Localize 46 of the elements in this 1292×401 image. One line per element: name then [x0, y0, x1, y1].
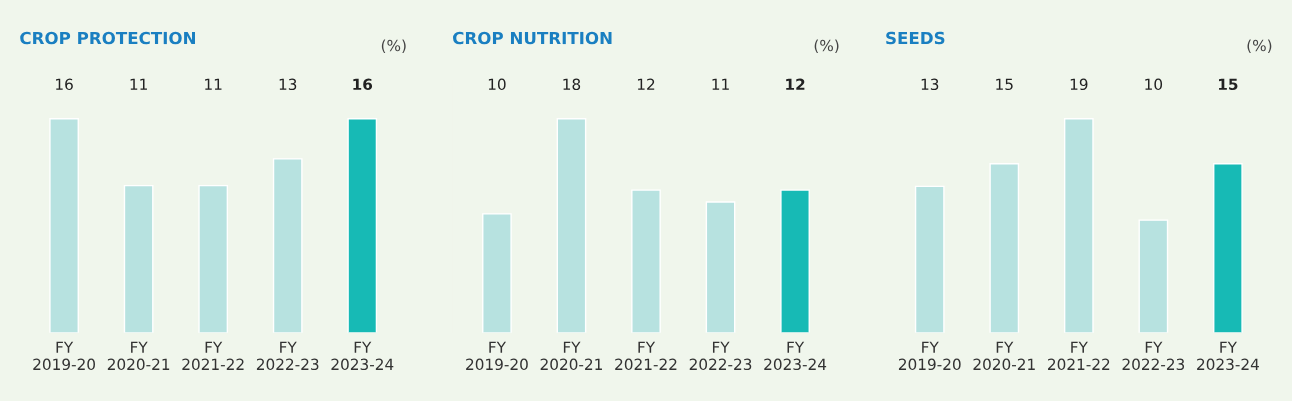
data-label: 19	[1070, 78, 1088, 91]
bar	[780, 189, 810, 333]
chart-title: CROP PROTECTION	[20, 31, 195, 45]
x-tick-label: FY 2020-21	[973, 341, 1035, 371]
x-tick-label: FY 2020-21	[540, 341, 602, 371]
data-label: 15	[996, 78, 1013, 91]
bar	[989, 163, 1020, 333]
data-label: 13	[279, 78, 297, 91]
x-tick-label: FY 2020-21	[107, 341, 170, 371]
x-tick-label: FY 2019-20	[466, 341, 528, 371]
text: (%)	[814, 39, 839, 54]
bar	[1138, 219, 1169, 333]
bar	[1213, 163, 1243, 333]
x-tick-label: FY 2019-20	[33, 341, 96, 371]
x-tick-label: FY 2022-23	[1122, 341, 1185, 371]
x-tick-label: FY 2023-24	[1197, 341, 1259, 371]
data-label: 18	[563, 78, 581, 91]
x-tick-label: FY 2023-24	[331, 341, 394, 371]
data-label: 12	[637, 78, 655, 90]
data-label: 13	[921, 78, 939, 91]
data-label: 11	[712, 78, 729, 90]
chart-title: CROP NUTRITION	[453, 31, 612, 45]
data-label: 10	[1145, 78, 1163, 91]
x-tick-label: FY 2021-22	[182, 341, 244, 371]
data-label: 16	[56, 78, 73, 91]
bar	[914, 185, 945, 333]
bar	[705, 201, 736, 333]
x-tick-label: FY 2022-23	[256, 341, 319, 371]
x-tick-label: FY 2019-20	[898, 341, 961, 371]
data-label: 12	[786, 78, 805, 90]
bar	[556, 118, 587, 333]
x-tick-label: FY 2023-24	[764, 341, 827, 371]
data-label: 15	[1218, 78, 1238, 91]
data-label: 10	[488, 78, 506, 91]
text: (%)	[1247, 39, 1272, 54]
bar	[1063, 118, 1094, 333]
bar	[631, 189, 661, 333]
data-label: 11	[130, 78, 147, 90]
chart-title: SEEDS	[886, 31, 945, 45]
data-label: 16	[353, 78, 373, 91]
x-tick-label: FY 2021-22	[1048, 341, 1110, 371]
text: (%)	[381, 39, 406, 54]
bar	[482, 213, 512, 333]
data-label: 11	[205, 78, 222, 90]
x-tick-label: FY 2022-23	[689, 341, 752, 371]
x-tick-label: FY 2021-22	[615, 341, 677, 371]
